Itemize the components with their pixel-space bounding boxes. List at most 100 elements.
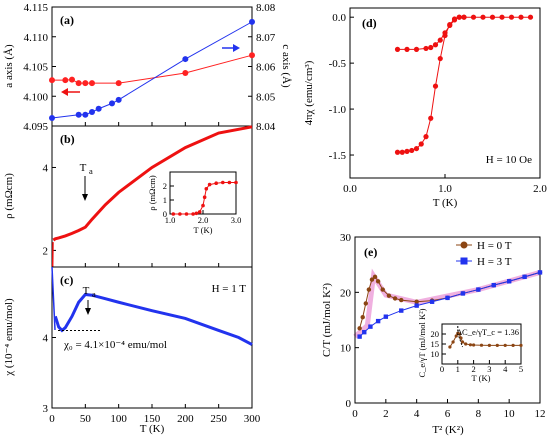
fc-point — [447, 22, 453, 29]
panel-label: (e) — [364, 245, 377, 259]
h3-point — [368, 324, 373, 329]
x-tick-label: 0 — [352, 408, 358, 420]
ta-subscript: a — [89, 166, 93, 176]
zfc-point — [423, 134, 429, 140]
field-label: H = 1 T — [212, 283, 247, 295]
zfc-point — [480, 14, 486, 20]
inset-rho-point — [201, 203, 205, 208]
inset-y-tick-label: 15 — [431, 339, 440, 349]
inset-ce-point — [451, 340, 455, 344]
h0-point — [392, 296, 398, 301]
y-tick-label: 4.110 — [24, 32, 49, 44]
zfc-point — [437, 55, 443, 62]
inset-ce-point — [511, 343, 515, 347]
panel-c: 0 50 100 150 200 250 300 3 4 (c) χ (10⁻⁴ emu/mol) T… — [3, 266, 261, 435]
y-tick-label: 4 — [43, 333, 49, 345]
inset-y-label: ρ (mΩcm) — [147, 175, 157, 211]
c-axis-point — [75, 111, 82, 118]
inset-x-tick-label: 1.0 — [165, 215, 176, 225]
y-tick-label: 4.115 — [24, 2, 49, 14]
inset-x-tick-label: 0 — [440, 364, 444, 374]
h3-point — [362, 329, 367, 335]
inset-frame — [169, 171, 237, 215]
zfc-point — [508, 14, 515, 20]
panel-a-frame — [51, 6, 253, 127]
x-axis-label: T (K) — [433, 197, 458, 209]
y-tick-label: 8.07 — [256, 32, 276, 44]
y-tick-label: 8.08 — [256, 2, 276, 14]
x-tick-label: 12 — [535, 408, 546, 420]
chi-upturn — [51, 266, 56, 331]
inset-x-tick-label: 2 — [471, 364, 475, 374]
inset-y-tick-label: 0 — [163, 209, 167, 219]
x-tick-label: 100 — [110, 413, 127, 425]
x-tick-label: 8 — [476, 408, 482, 420]
rho-line — [52, 125, 253, 242]
h0-point — [399, 297, 404, 303]
chart-panels: 4.095 4.100 4.105 4.110 4.115 8.04 8.05 8.06 8.0… — [3, 2, 547, 436]
y-tick-label: -1.5 — [329, 150, 347, 162]
inset-rho-point — [214, 181, 218, 185]
x-axis-label: T² (K²) — [432, 424, 464, 436]
x-tick-label: 250 — [210, 413, 227, 425]
y-axis-label: a axis (Å) — [3, 44, 15, 88]
inset-y-tick-label: 2 — [163, 181, 167, 191]
c-axis-arrow-head — [233, 44, 240, 52]
ta-label: T — [80, 162, 87, 174]
y-tick-label: 20 — [340, 287, 352, 299]
c-axis-point — [182, 56, 189, 63]
c-axis-point — [82, 111, 89, 118]
panel-a: 4.095 4.100 4.105 4.110 4.115 8.04 8.05 8.06 8.0… — [3, 2, 292, 133]
zfc-point — [489, 14, 496, 20]
legend: H = 0 T H = 3 T — [456, 240, 512, 268]
inset-rho-point — [178, 212, 182, 216]
inset-ce-point — [519, 343, 523, 347]
c-axis-point — [95, 105, 102, 112]
inset-x-label: T (K) — [194, 225, 213, 235]
zfc-point — [409, 147, 415, 154]
inset-y-tick-label: 1 — [163, 195, 167, 205]
zfc-point — [518, 14, 524, 20]
y-axis-label: ρ (mΩcm) — [3, 173, 15, 219]
inset-ce-point — [472, 343, 476, 347]
inset-x-tick-label: 1 — [456, 364, 460, 374]
h3-point — [383, 314, 389, 319]
a-axis-point — [249, 52, 255, 59]
panel-b: 2 4 (b) ρ (mΩcm) T a 1.0 2.0 3.0 0 1 2 T (K) ρ (mΩcm) — [3, 125, 253, 268]
y-tick-label: -0.5 — [329, 58, 347, 70]
panel-d: 0.0 1.0 2.0 0.0 -0.5 -1.0 -1.5 (d) 4πχ (emu/cm³)… — [303, 7, 547, 209]
y-tick-label: 8.04 — [256, 121, 276, 133]
inset-ce-point — [454, 334, 458, 338]
fc-point — [456, 14, 462, 20]
a-axis-point — [62, 77, 69, 84]
panel-label: (c) — [60, 273, 73, 287]
c-axis-point — [115, 96, 122, 103]
y-tick-label: 4.100 — [23, 91, 48, 103]
a-axis-point — [75, 80, 82, 87]
h3-point — [522, 274, 527, 280]
a-axis-point — [82, 80, 89, 87]
inset-ce-point — [460, 340, 465, 344]
x-tick-label: 50 — [80, 413, 92, 425]
x-tick-label: 2.0 — [533, 183, 547, 195]
h0-point — [369, 277, 375, 282]
x-tick-label: 0.0 — [343, 183, 357, 195]
h0-point — [363, 301, 368, 306]
panel-label: (b) — [60, 132, 75, 146]
inset-ce-point — [479, 343, 484, 347]
ta-subscript: a — [92, 289, 96, 299]
h3-point — [357, 334, 362, 339]
fc-point — [413, 46, 420, 52]
ta-arrow-head — [82, 194, 88, 201]
h0-point — [372, 274, 378, 280]
panel-label: (d) — [362, 16, 377, 30]
inset-rho-point — [234, 180, 238, 185]
inset-rho-point — [207, 182, 212, 187]
fc-point — [428, 44, 434, 51]
inset-rho-point — [202, 195, 207, 199]
x-tick-label: 0 — [49, 413, 55, 425]
inset-rho-point — [204, 187, 209, 191]
inset-ce-point — [503, 343, 507, 347]
